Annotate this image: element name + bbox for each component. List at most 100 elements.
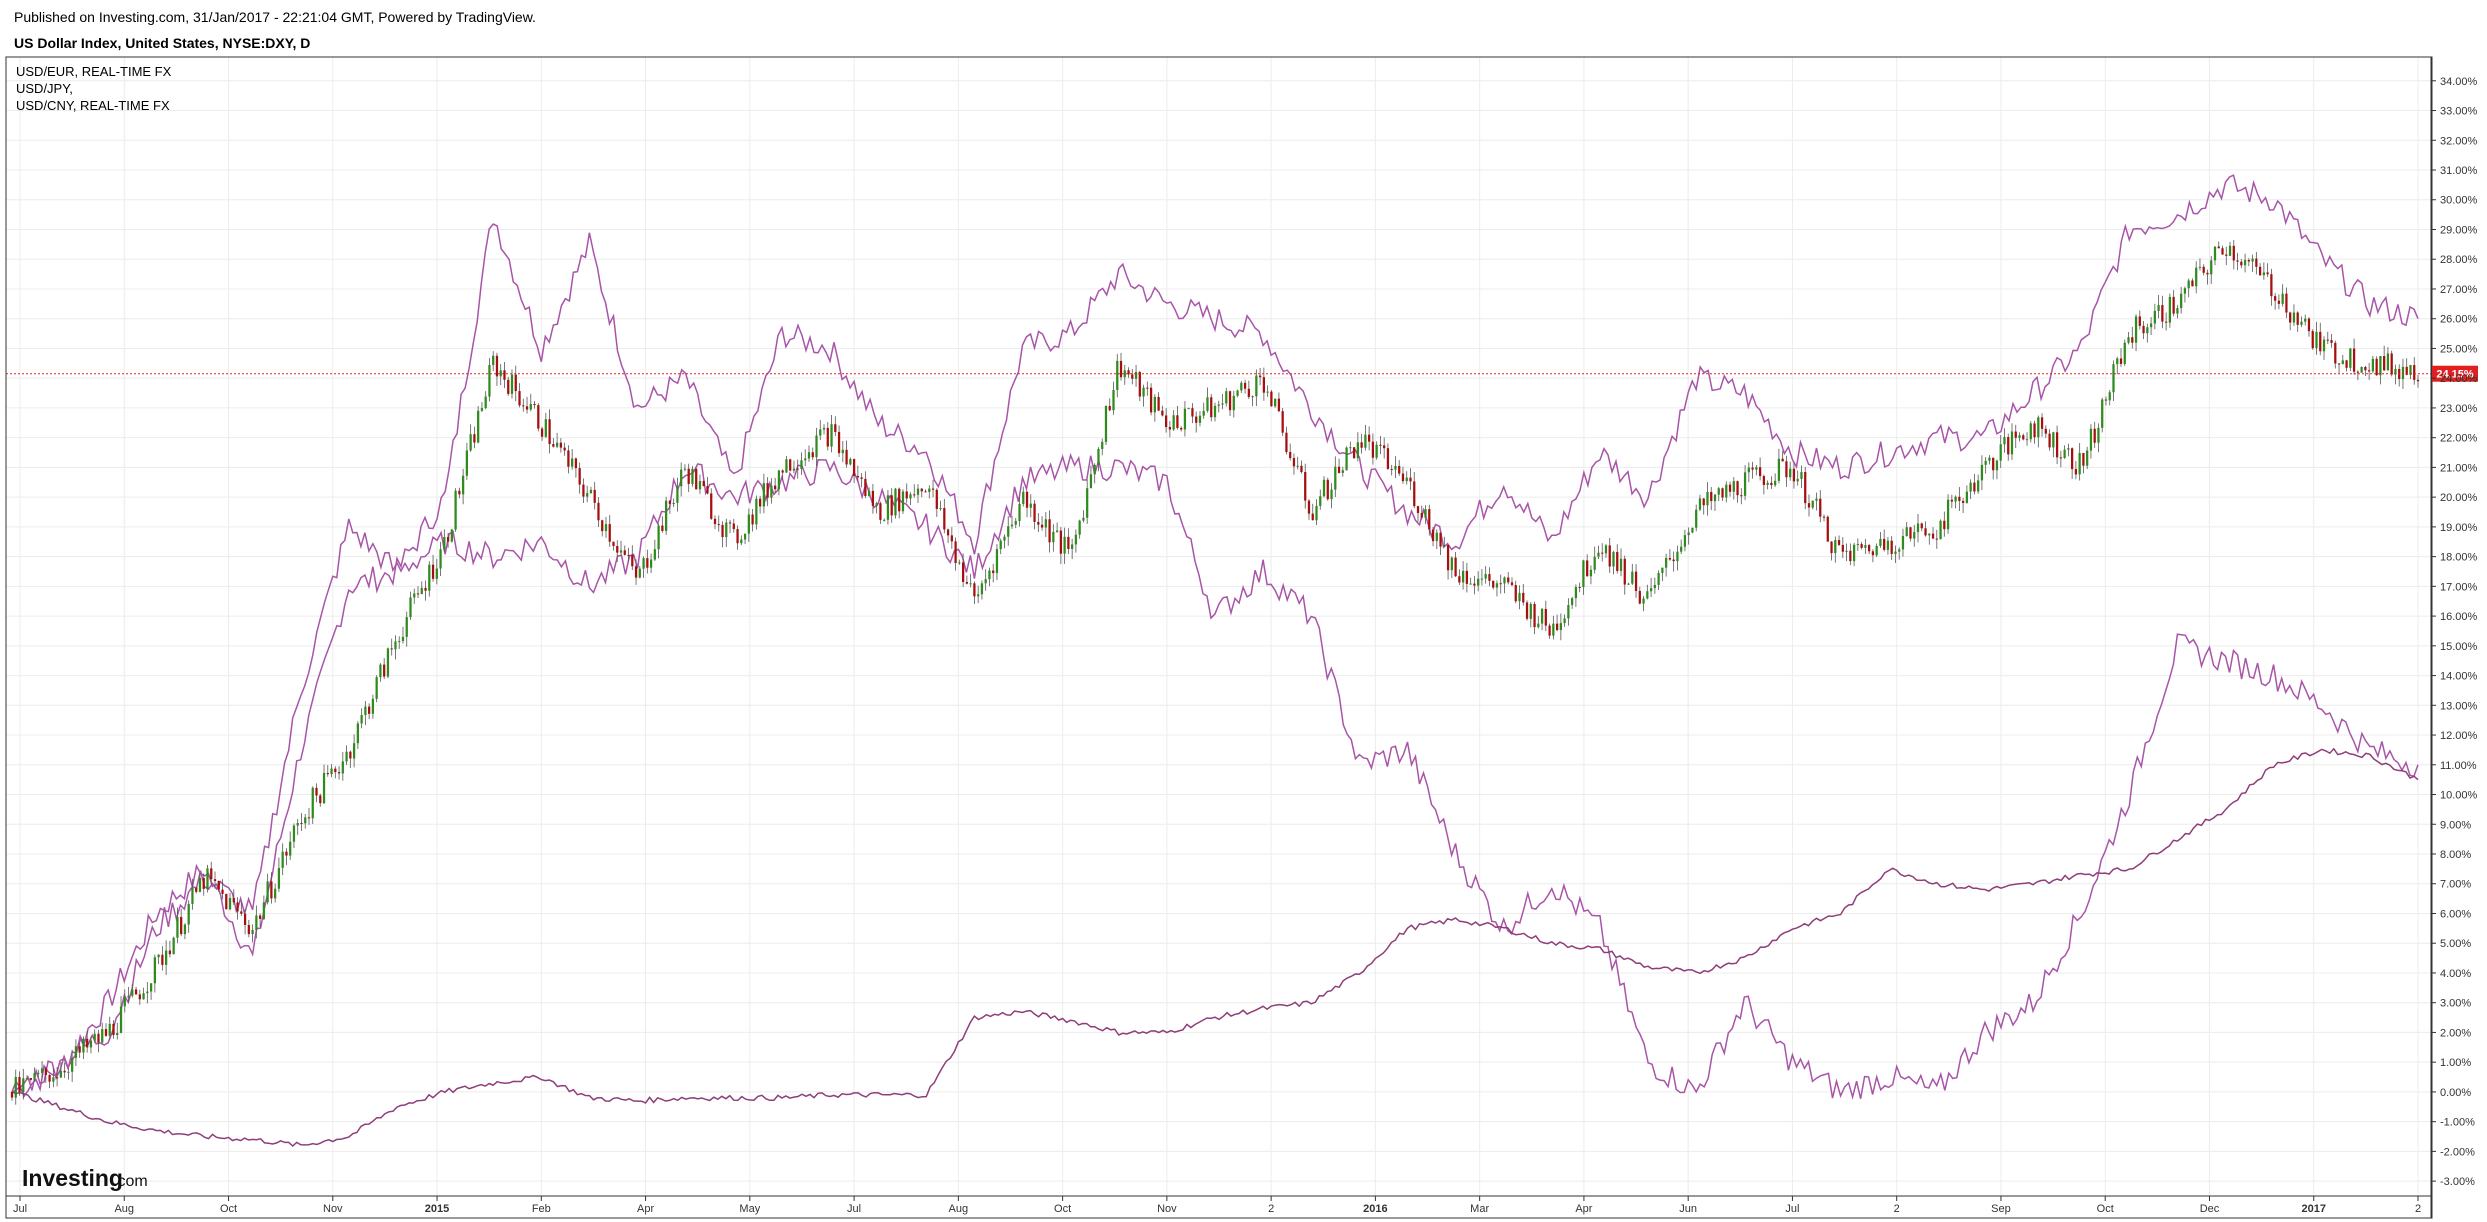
candle-body (747, 514, 750, 534)
candle-body (1003, 536, 1006, 541)
candle-body (1924, 528, 1927, 536)
candle-body (236, 902, 239, 912)
candle-body (578, 468, 581, 485)
candle-body (2401, 366, 2405, 380)
candle-body (187, 903, 190, 925)
candle-body (1657, 572, 1660, 585)
candle-body (2089, 428, 2093, 451)
candle-body (1025, 491, 1029, 508)
candle-body (191, 887, 194, 904)
candle-body (2149, 323, 2153, 328)
candle-body (1138, 371, 1141, 397)
candle-body (1258, 375, 1262, 378)
candle-body (82, 1038, 85, 1053)
candle-body (1251, 396, 1254, 398)
candle-body (634, 566, 638, 578)
candle-body (2146, 327, 2149, 334)
candle-body (1661, 567, 1664, 573)
candle-body (240, 911, 243, 914)
candle-body (1274, 398, 1277, 407)
candle-body (1845, 550, 1848, 552)
candle-body (1296, 465, 1299, 467)
candle-body (1552, 623, 1555, 636)
candle-body (1116, 360, 1119, 390)
candle-body (368, 706, 371, 714)
candle-body (1676, 551, 1679, 562)
y-tick-label: 5.00% (2440, 938, 2471, 950)
legend-usd-jpy[interactable]: USD/JPY, (16, 81, 73, 96)
candle-body (1172, 415, 1175, 430)
candle-body (1901, 536, 1905, 550)
candle-body (285, 851, 288, 856)
candle-body (800, 460, 803, 469)
published-note: Published on Investing.com, 31/Jan/2017 … (14, 9, 536, 25)
y-tick-label: 28.00% (2440, 254, 2478, 266)
candle-body (1368, 434, 1371, 442)
candle-body (18, 1076, 21, 1093)
candle-body (330, 768, 333, 775)
candle-body (1037, 521, 1040, 525)
candle-body (2168, 296, 2172, 323)
candle-body (202, 878, 205, 889)
candle-body (477, 410, 480, 443)
candle-body (2304, 318, 2307, 322)
candle-body (1868, 545, 1871, 552)
candle-body (1849, 550, 1852, 562)
candle-body (176, 916, 179, 938)
candle-body (116, 1032, 119, 1036)
candle-body (721, 524, 724, 538)
candle-body (296, 822, 299, 826)
candle-body (1898, 549, 1901, 552)
y-tick-label: 29.00% (2440, 224, 2478, 236)
y-axis[interactable]: -3.00% -2.00% -1.00% 0.00% 1.00% 2.00% 3.00% 4.… (2431, 76, 2478, 1188)
series-line-usd-cny[interactable] (11, 747, 2419, 1148)
candle-body (2172, 296, 2175, 314)
candle-body (131, 989, 134, 996)
candle-body (2104, 399, 2108, 401)
candle-body (988, 570, 991, 580)
candle-body (2258, 266, 2262, 276)
candle-body (225, 893, 228, 910)
x-axis[interactable]: Jul Aug Oct Nov 2015 Feb Apr May Jul Aug Oct Nov 2 20… (13, 1196, 2421, 1215)
candle-body (954, 541, 957, 564)
candle-body (657, 525, 660, 550)
candle-body (804, 458, 807, 461)
candle-body (1728, 484, 1732, 492)
y-tick-label: 10.00% (2440, 790, 2478, 802)
candle-body (1792, 468, 1796, 482)
candle-body (1292, 458, 1296, 467)
candle-body (2315, 331, 2318, 349)
candle-body (258, 915, 262, 919)
candle-body (537, 405, 540, 429)
legend-usd-eur[interactable]: USD/EUR, REAL-TIME FX (16, 64, 172, 79)
candle-body (514, 374, 517, 392)
candle-body (811, 452, 814, 458)
candle-body (1875, 545, 1878, 556)
candle-body (52, 1077, 55, 1082)
candle-body (1984, 460, 1987, 465)
candle-body (691, 468, 694, 484)
candle-body (1762, 476, 1765, 485)
chart-title[interactable]: US Dollar Index, United States, NYSE:DXY… (14, 35, 311, 51)
candle-body (492, 355, 495, 365)
candle-body (1014, 520, 1017, 525)
candle-body (740, 539, 743, 544)
series-line-usd-eur[interactable] (11, 174, 2419, 1098)
candle-body (2296, 312, 2299, 325)
candle-body (2180, 293, 2183, 309)
legend-usd-cny[interactable]: USD/CNY, REAL-TIME FX (16, 98, 170, 113)
candle-body (1525, 602, 1529, 619)
candle-body (1345, 447, 1348, 471)
candle-body (1383, 445, 1386, 449)
candle-body (1706, 491, 1709, 506)
candle-body (1458, 576, 1461, 583)
candle-body (631, 554, 634, 567)
candle-body (1435, 532, 1438, 542)
candle-body (1920, 523, 1923, 529)
candle-body (1931, 533, 1935, 539)
candle-body (1315, 505, 1318, 521)
series-line-usd-jpy[interactable] (11, 452, 2419, 1100)
candle-body (1627, 583, 1630, 585)
candle-body (995, 549, 999, 574)
candle-body (1777, 458, 1781, 481)
